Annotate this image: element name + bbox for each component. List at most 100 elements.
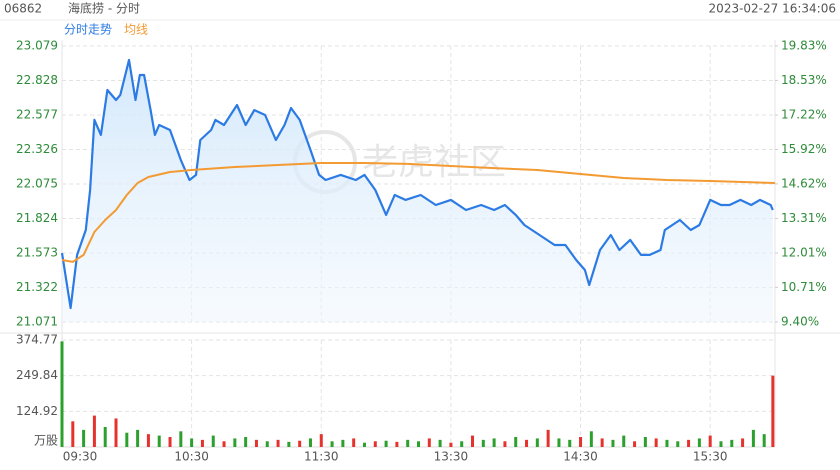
volume-bar — [179, 431, 183, 447]
y-tick-label: 22.326 — [16, 142, 58, 156]
y2-tick-label: 9.40% — [781, 315, 819, 329]
volume-bar — [146, 434, 150, 447]
legend-label: 均线 — [124, 23, 148, 37]
volume-bar — [449, 442, 453, 447]
volume-bar — [71, 421, 75, 447]
volume-bar — [417, 441, 420, 447]
volume-bar — [287, 441, 291, 447]
volume-bar — [60, 341, 64, 447]
x-tick-label: 13:30 — [434, 450, 469, 464]
volume-bar — [535, 438, 539, 447]
volume-bar — [92, 415, 96, 447]
y-tick-label: 22.828 — [16, 73, 58, 87]
y-tick-label: 22.577 — [16, 108, 58, 122]
volume-bar — [244, 437, 248, 447]
volume-bar — [622, 435, 626, 447]
y2-tick-label: 10.71% — [781, 280, 827, 294]
volume-bar — [589, 431, 593, 447]
volume-bar — [233, 438, 237, 447]
volume-bar — [708, 435, 712, 447]
x-tick-label: 09:30 — [63, 450, 98, 464]
y-tick-label: 21.322 — [16, 280, 58, 294]
average-line — [61, 162, 776, 263]
x-tick-label: 11:30 — [304, 450, 339, 464]
volume-bar — [427, 438, 431, 447]
y2-tick-label: 15.92% — [781, 142, 827, 156]
volume-bar — [492, 438, 496, 447]
y-tick-label: 124.92 — [16, 404, 58, 418]
volume-bar — [460, 441, 464, 447]
y-tick-label: 374.77 — [16, 333, 58, 347]
price-line — [60, 58, 774, 310]
volume-bar — [557, 438, 561, 447]
volume-bar — [771, 375, 775, 447]
volume-bar — [633, 441, 637, 447]
volume-bar — [82, 429, 86, 447]
volume-bar — [308, 438, 312, 447]
stock-code: 06862 — [4, 2, 42, 16]
volume-bar — [395, 441, 399, 447]
y2-tick-label: 13.31% — [781, 211, 827, 225]
volume-bar — [362, 442, 366, 447]
y2-tick-label: 19.83% — [781, 39, 827, 53]
volume-bar — [222, 441, 226, 447]
volume-bar — [298, 440, 302, 447]
volume-bar — [103, 427, 107, 447]
volume-bar — [687, 439, 691, 447]
volume-bar — [579, 437, 583, 447]
volume-bar — [525, 439, 529, 447]
timestamp: 2023-02-27 16:34:06 — [709, 2, 836, 16]
volume-bar — [719, 441, 723, 447]
volume-bar — [406, 439, 410, 447]
volume-bar — [373, 441, 377, 447]
y-tick-label: 21.071 — [16, 315, 58, 329]
x-tick-label: 15:30 — [693, 450, 728, 464]
volume-bar — [514, 437, 518, 447]
volume-bar — [600, 438, 604, 447]
volume-bar — [611, 439, 615, 447]
y2-tick-label: 12.01% — [781, 245, 827, 259]
y-tick-label: 249.84 — [16, 368, 58, 382]
volume-bar — [697, 438, 701, 447]
volume-bar — [643, 437, 647, 447]
volume-bar — [546, 429, 550, 447]
volume-bar — [676, 441, 680, 447]
volume-bar — [265, 441, 269, 447]
volume-bar — [762, 434, 766, 447]
volume-bar — [481, 439, 485, 447]
y-axis-label: 万股 — [34, 434, 58, 448]
x-tick-label: 14:30 — [563, 450, 598, 464]
volume-bar — [190, 438, 194, 447]
stock-name: 海底捞 - 分时 — [68, 1, 140, 16]
volume-bar — [751, 429, 755, 447]
volume-bar — [654, 438, 658, 447]
y-tick-label: 21.824 — [16, 211, 58, 225]
volume-bar — [503, 441, 507, 447]
volume-bar — [319, 434, 323, 447]
volume-bar — [384, 440, 388, 447]
y2-tick-label: 18.53% — [781, 73, 827, 87]
volume-bar — [114, 418, 118, 447]
volume-bar — [568, 439, 572, 447]
y-tick-label: 21.573 — [16, 246, 58, 260]
volume-bar — [157, 435, 161, 447]
volume-bar — [341, 439, 345, 447]
x-tick-label: 10:30 — [174, 450, 209, 464]
volume-bar — [438, 439, 442, 447]
volume-bar — [741, 438, 745, 447]
volume-bar — [125, 432, 129, 447]
volume-bar — [276, 439, 280, 447]
volume-bar — [471, 435, 475, 447]
y2-tick-label: 17.22% — [781, 108, 827, 122]
volume-bar — [730, 439, 734, 447]
volume-bar — [211, 435, 215, 447]
y-tick-label: 22.075 — [16, 177, 58, 191]
volume-bar — [330, 441, 334, 447]
volume-bar — [665, 439, 669, 447]
volume-bar — [168, 437, 172, 447]
y2-tick-label: 14.62% — [781, 176, 827, 190]
volume-bar — [136, 429, 140, 447]
price-area — [62, 60, 773, 322]
legend-label: 分时走势 — [64, 23, 112, 37]
